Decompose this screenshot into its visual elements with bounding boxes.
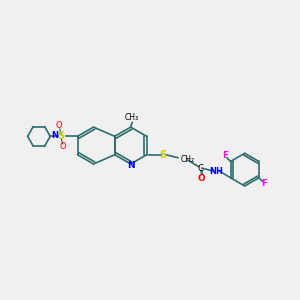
Text: CH₃: CH₃ bbox=[125, 113, 139, 122]
Text: F: F bbox=[222, 151, 228, 160]
Text: S: S bbox=[159, 150, 167, 160]
Text: NH: NH bbox=[209, 167, 224, 176]
Text: N: N bbox=[52, 131, 59, 140]
Text: S: S bbox=[58, 131, 65, 141]
Text: N: N bbox=[127, 161, 134, 170]
Text: O: O bbox=[56, 122, 62, 130]
Text: CH₂: CH₂ bbox=[181, 155, 195, 164]
Text: F: F bbox=[261, 179, 267, 188]
Text: C: C bbox=[197, 164, 203, 172]
Text: O: O bbox=[198, 174, 206, 183]
Text: O: O bbox=[60, 142, 67, 151]
